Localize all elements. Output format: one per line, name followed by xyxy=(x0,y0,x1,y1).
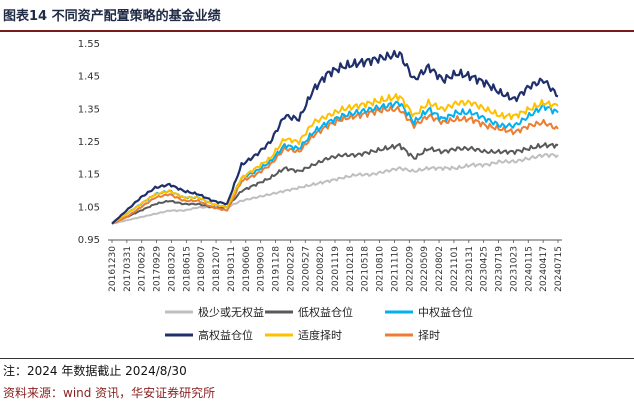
x-tick-label: 20200820 xyxy=(316,246,326,292)
x-tick-label: 20220802 xyxy=(435,246,445,292)
series-lines xyxy=(111,49,559,225)
x-tick-label: 20240115 xyxy=(524,246,534,292)
legend-label: 极少或无权益 xyxy=(198,305,264,319)
source-line: 资料来源：wind 资讯，华安证券研究所 xyxy=(3,386,216,400)
figure-title: 图表14 不同资产配置策略的基金业绩 xyxy=(3,9,221,24)
series-line-5 xyxy=(111,93,559,225)
x-tick-label: 20181207 xyxy=(212,246,222,292)
y-tick-label: 0.95 xyxy=(78,235,100,246)
x-tick-label: 20220209 xyxy=(405,246,415,292)
x-tick-label: 20170331 xyxy=(123,246,133,292)
x-tick-label: 20220509 xyxy=(420,246,430,292)
x-tick-label: 20200527 xyxy=(301,246,311,292)
x-tick-label: 20180320 xyxy=(167,246,177,292)
x-tick-label: 20230719 xyxy=(495,246,505,292)
legend-label: 中权益仓位 xyxy=(418,305,473,319)
x-tick-label: 20230425 xyxy=(480,246,490,292)
x-tick-label: 20190606 xyxy=(242,246,252,292)
series-line-6 xyxy=(111,49,559,225)
x-tick-label: 20221101 xyxy=(450,246,460,292)
x-tick-label: 20190311 xyxy=(227,246,237,292)
legend-label: 适度择时 xyxy=(298,328,342,342)
note-rule xyxy=(0,358,634,359)
legend-label: 低权益仓位 xyxy=(298,305,353,319)
x-tick-label: 20170929 xyxy=(153,246,163,292)
series-line-2 xyxy=(111,142,559,225)
x-tick-label: 20210810 xyxy=(376,246,386,292)
x-tick-label: 20180907 xyxy=(197,246,207,292)
legend-label: 择时 xyxy=(418,328,440,342)
x-tick-label: 20211110 xyxy=(390,246,400,292)
x-tick-label: 20191128 xyxy=(272,246,282,292)
line-chart: 0.95 1.05 1.15 1.25 1.35 1.45 1.55 20161230 2017… xyxy=(78,39,564,342)
x-tick-label: 20240715 xyxy=(554,246,564,292)
x-tick-label: 20210218 xyxy=(346,246,356,292)
series-line-3 xyxy=(111,105,559,225)
x-tick-label: 20210518 xyxy=(361,246,371,292)
y-tick-label: 1.05 xyxy=(78,202,100,213)
y-tick-label: 1.15 xyxy=(78,170,100,181)
y-tick-label: 1.35 xyxy=(78,104,100,115)
x-tick-label: 20240417 xyxy=(539,246,549,292)
y-tick-label: 1.45 xyxy=(78,72,100,83)
y-tick-label: 1.25 xyxy=(78,137,100,148)
footnote: 注：2024 年数据截止 2024/8/30 xyxy=(3,364,187,378)
x-tick-label: 20201119 xyxy=(331,246,341,292)
y-tick-label: 1.55 xyxy=(78,39,100,50)
series-line-1 xyxy=(111,153,559,225)
x-tick-label: 20161230 xyxy=(108,246,118,292)
x-tick-label: 20190903 xyxy=(257,246,267,292)
axes: 0.95 1.05 1.15 1.25 1.35 1.45 1.55 20161230 2017… xyxy=(78,39,564,292)
x-tick-label: 20180615 xyxy=(182,246,192,292)
legend-label: 高权益仓位 xyxy=(198,328,253,342)
x-tick-label: 20230131 xyxy=(465,246,475,292)
title-rule xyxy=(0,30,634,32)
x-tick-label: 20231023 xyxy=(509,246,519,292)
x-tick-label: 20200228 xyxy=(286,246,296,292)
x-tick-label: 20170629 xyxy=(138,246,148,292)
